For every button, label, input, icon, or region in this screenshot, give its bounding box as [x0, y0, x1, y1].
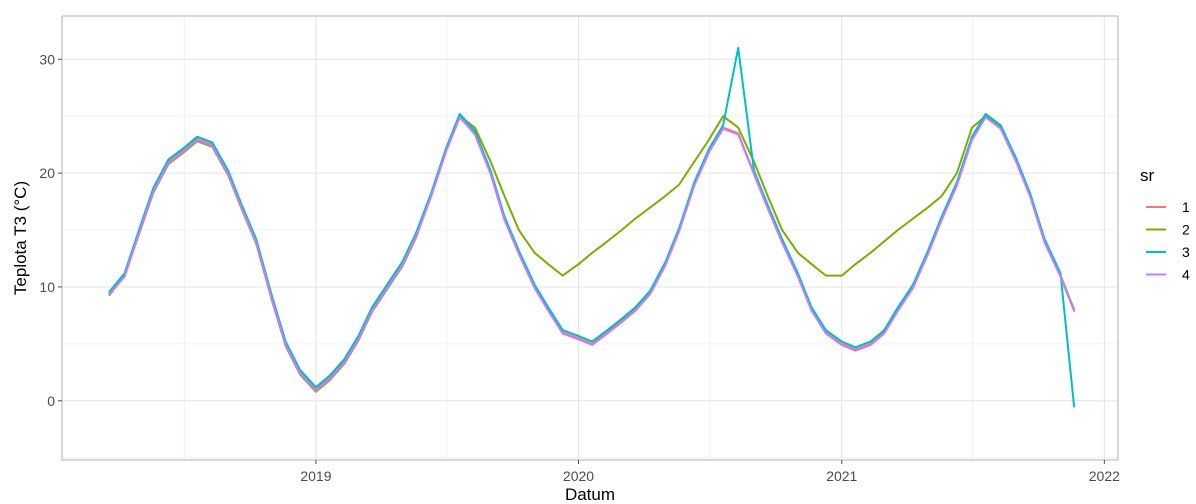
y-axis-title: Teplota T3 (°C)	[11, 181, 30, 295]
series-line-4	[108, 116, 1076, 392]
series-line-3	[108, 46, 1076, 408]
y-axis: 0 10 20 30	[39, 51, 62, 409]
legend-label-4: 4	[1182, 267, 1190, 283]
y-tick-label: 0	[47, 393, 55, 409]
x-tick-label: 2022	[1089, 468, 1120, 484]
legend-label-3: 3	[1182, 244, 1190, 260]
legend: sr 1 2 3 4	[1140, 166, 1190, 283]
x-tick-label: 2020	[563, 468, 594, 484]
series-layer	[108, 46, 1076, 408]
legend-label-1: 1	[1182, 199, 1190, 215]
y-tick-label: 10	[39, 279, 55, 295]
grid-minor	[62, 16, 1118, 460]
y-tick-label: 20	[39, 165, 55, 181]
grid-major	[62, 16, 1118, 460]
x-tick-label: 2021	[826, 468, 857, 484]
x-axis: 2019 2020 2021 2022	[300, 460, 1120, 484]
series-line-2	[108, 115, 1076, 393]
legend-title: sr	[1140, 166, 1155, 185]
legend-label-2: 2	[1182, 222, 1190, 238]
x-tick-label: 2019	[300, 468, 331, 484]
panel-border	[61, 15, 1119, 461]
x-axis-title: Datum	[565, 485, 615, 504]
y-tick-label: 30	[39, 51, 55, 67]
legend-items: 1 2 3 4	[1146, 199, 1190, 283]
